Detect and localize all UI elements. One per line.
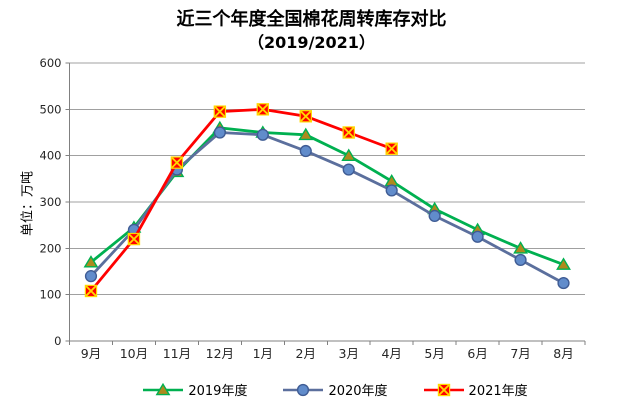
data-point-marker [384,173,400,187]
series-line [89,131,565,285]
data-point-marker [341,148,357,161]
y-tick-label: 300 [40,195,62,209]
y-tick-label: 500 [40,102,62,116]
x-tick-label: 9月 [81,346,101,361]
y-tick-label: 200 [40,241,62,255]
data-point-marker [514,253,527,267]
x-tick-label: 8月 [553,346,573,361]
legend-label: 2021年度 [468,384,528,399]
legend-swatch-square-x-icon [423,383,464,396]
chart-title: 近三个年度全国棉花周转库存对比 （2019/2021） [0,8,623,54]
y-tick-label: 600 [40,56,62,70]
data-point-marker-x [300,110,312,122]
x-tick-label: 4月 [381,346,401,361]
x-tick-label: 10月 [120,346,148,361]
data-point-marker-x [128,233,140,245]
chart-title-line1: 近三个年度全国棉花周转库存对比 [176,9,447,30]
x-tick-label: 12月 [206,346,234,361]
data-point-marker-x [343,127,355,139]
x-tick-label: 6月 [467,346,487,361]
data-point-marker [385,184,398,197]
chart-title-line2: （2019/2021） [248,33,375,52]
data-point-marker [513,241,528,254]
data-point-marker [428,209,441,223]
x-tick-label: 2月 [296,346,316,361]
data-point-marker [471,230,484,243]
data-point-marker-x [438,384,450,396]
legend-label: 2019年度 [188,384,248,399]
data-point-marker [342,163,355,176]
data-point-marker [256,128,269,141]
data-point-marker-x [257,103,269,115]
x-tick-label: 11月 [163,346,191,361]
data-point-marker-x [85,285,97,297]
data-point-marker-x [386,143,398,155]
legend-item-2021年度: 2021年度 [423,380,528,399]
y-tick-label: 0 [54,334,61,348]
legend-item-2019年度: 2019年度 [143,380,247,399]
x-tick-label: 7月 [510,346,530,361]
data-point-marker [297,383,310,396]
y-tick-label: 100 [40,288,62,302]
data-point-marker [556,257,571,270]
data-point-marker [299,144,312,158]
data-point-marker-x [171,157,183,169]
data-point-marker [213,126,226,139]
series-2020年度 [84,126,570,290]
series-2021年度 [84,103,398,298]
legend-swatch-triangle-icon [143,382,184,395]
data-point-marker [84,270,98,283]
x-tick-label: 3月 [339,346,359,361]
y-tick-label: 400 [40,149,62,163]
data-point-marker-x [214,106,226,118]
legend-item-2020年度: 2020年度 [283,380,388,399]
data-point-marker [298,127,314,141]
series-line [89,107,394,293]
legend-swatch-circle-icon [283,383,324,396]
legend-label: 2020年度 [328,384,388,399]
data-point-marker [155,382,171,395]
data-point-marker [83,255,99,268]
legend: 2019年度 2020年度 2021年度 [24,380,623,399]
data-point-marker [557,276,570,290]
x-tick-label: 1月 [253,346,273,361]
x-tick-label: 5月 [424,346,444,361]
